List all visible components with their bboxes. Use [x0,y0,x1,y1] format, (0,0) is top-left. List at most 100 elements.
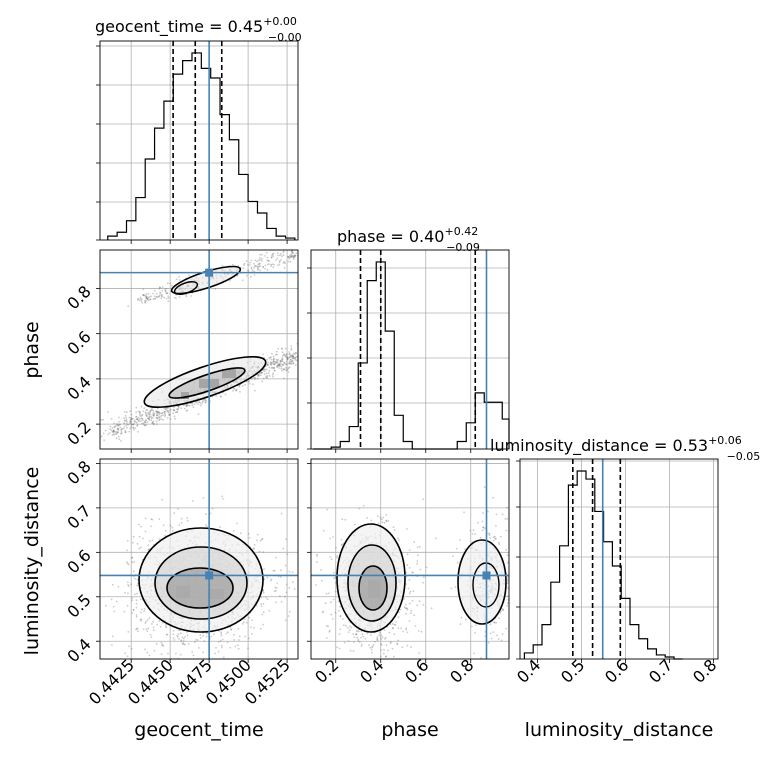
phase-vs-geocent-upper-sample-point [291,252,293,255]
phase-vs-geocent-lower-sample-point [143,407,146,409]
phase-vs-geocent-lower-sample-point [290,363,293,365]
phase-vs-geocent-lower-sample-point [280,365,283,368]
phase-vs-geocent-lower-sample-point [144,419,147,422]
phase-vs-geocent-lower-sample-point [275,361,278,364]
phase-vs-geocent-lower-sample-point [155,410,157,413]
phase-vs-geocent-lower-sample-point [118,423,121,426]
lumdist-vs-phase-left-sample-point [380,637,383,640]
lumdist-vs-phase-right-sample-point [482,526,485,529]
phase-vs-geocent-lower-sample-point [139,415,142,418]
lumdist-vs-phase-right-sample-point [460,616,463,619]
lumdist-vs-phase-right-sample-point [504,518,507,520]
lumdist-vs-geocent-sample-point [191,500,194,502]
lumdist-vs-phase-left-sample-point [338,633,341,635]
lumdist-vs-geocent-sample-point [285,583,288,586]
phase-vs-geocent-lower-sample-point [159,415,161,418]
lumdist-vs-geocent-sample-point [262,623,264,626]
phase-vs-geocent-lower-sample-point [273,357,275,360]
phase-vs-geocent-lower-sample-point [119,423,122,426]
lumdist-vs-phase-right-sample-point [488,534,491,537]
lumdist-vs-phase-left-sample-point [381,636,384,639]
phase-vs-geocent-lower-sample-point [167,410,169,413]
lumdist-vs-phase-left-sample-point [374,641,376,643]
phase-vs-geocent-lower-sample-point [164,413,166,415]
phase-vs-geocent-lower-sample-point [285,353,288,356]
lumdist-vs-phase-left-sample-point [389,623,392,626]
lumdist-vs-phase-right-sample-point [510,568,512,570]
phase-vs-geocent-lower-sample-point [281,360,284,363]
phase-vs-geocent-lower-sample-point [177,405,180,408]
phase-vs-geocent-lower-sample-point [130,423,133,426]
lumdist-vs-geocent-sample-point [146,630,149,633]
phase-vs-geocent-lower-sample-point [139,411,141,413]
luminosity-distance-x-tick-label: 0.4 [513,655,544,686]
lumdist-vs-phase-truth-marker [482,571,491,580]
phase-vs-geocent-lower-sample-point [156,417,159,420]
phase-vs-geocent-lower-sample-point [129,422,132,425]
phase-vs-geocent-lower-sample-point [283,353,285,356]
phase-vs-geocent-lower-sample-point [287,366,290,369]
lumdist-vs-phase-left-sample-point [418,600,421,602]
lumdist-vs-geocent-sample-point [237,644,239,647]
lumdist-vs-geocent-sample-point [93,616,95,618]
phase-vs-geocent-lower-sample-point [111,431,114,433]
lumdist-vs-geocent-sample-point [132,535,135,538]
phase-vs-geocent-lower-sample-point [294,357,296,360]
phase-vs-geocent-upper-sample-point [249,275,252,278]
geocent-time-title-main: geocent_time = 0.45 [95,17,263,37]
phase-vs-geocent-upper-sample-point [264,264,267,267]
lumdist-vs-geocent-sample-point [268,609,271,612]
phase-vs-geocent-lower-sample-point [292,362,295,364]
phase-vs-geocent-lower-sample-point [282,364,285,366]
phase-vs-geocent-upper-sample-point [256,267,259,270]
lumdist-vs-phase-left-sample-point [416,546,419,549]
lumdist-vs-phase-left-sample-point [350,626,353,629]
phase-vs-geocent-lower-sample-point [147,411,150,414]
phase-vs-geocent-lower-sample-point [133,420,136,423]
phase-vs-geocent-upper-sample-point [142,288,145,291]
lumdist-vs-phase-left-sample-point [336,646,338,649]
phase-vs-geocent-lower-sample-point [301,356,303,358]
lumdist-vs-geocent-sample-point [113,610,116,613]
phase-vs-geocent-lower-sample-point [156,412,158,415]
phase-vs-geocent-lower-sample-point [283,368,286,371]
lumdist-vs-phase-right-sample-point [509,570,511,572]
phase-vs-geocent-lower-sample-point [116,423,118,425]
phase-vs-geocent-lower-sample-point [279,360,282,363]
phase-vs-geocent-lower-sample-point [232,389,234,392]
lumdist-vs-phase-right-sample-point [502,609,505,612]
phase-vs-geocent-lower-sample-point [169,413,171,416]
lumdist-vs-geocent-sample-point [179,632,182,635]
lumdist-vs-phase-right-sample-point [459,539,461,541]
phase-vs-geocent-upper-sample-point [145,296,148,299]
lumdist-vs-geocent-sample-point [178,524,181,526]
lumdist-vs-geocent-sample-point [183,637,185,640]
phase-vs-geocent-upper-sample-point [257,263,260,266]
phase-vs-geocent-lower-sample-point [162,414,165,416]
phase-vs-geocent-upper-sample-point [271,254,273,257]
phase-vs-geocent-lower-sample-point [269,362,272,365]
lumdist-vs-phase-right-sample-point [483,527,486,530]
phase-vs-geocent-upper-sample-point [250,259,253,262]
lumdist-vs-geocent-sample-point [146,619,149,622]
phase-vs-geocent-lower-sample-point [263,370,266,373]
phase-vs-geocent-lower-sample-point [155,420,158,423]
phase-vs-geocent-lower-sample-point [290,354,293,357]
lumdist-vs-phase-right-sample-point [506,595,509,597]
phase-vs-geocent-upper-sample-point [292,256,295,259]
phase-vs-geocent-lower-sample-point [140,405,143,408]
phase-hist-frame [310,249,510,450]
phase-vs-geocent-lower-sample-point [141,413,144,416]
lumdist-vs-phase-left-sample-point [403,598,405,600]
lumdist-vs-geocent-sample-point [131,561,134,564]
lumdist-vs-geocent-sample-point [134,577,137,580]
phase-vs-geocent-lower-sample-point [123,422,126,425]
phase-vs-geocent-upper-sample-point [259,269,261,272]
phase-vs-geocent-lower-sample-point [201,401,204,404]
lumdist-vs-phase-right-sample-point [505,627,508,630]
phase-vs-geocent-lower-sample-point [281,363,283,366]
lumdist-vs-geocent-sample-point [164,625,167,627]
phase-vs-geocent-lower-sample-point [125,418,128,421]
lumdist-vs-geocent-sample-point [300,576,302,578]
lumdist-vs-phase-left-sample-point [360,645,363,647]
